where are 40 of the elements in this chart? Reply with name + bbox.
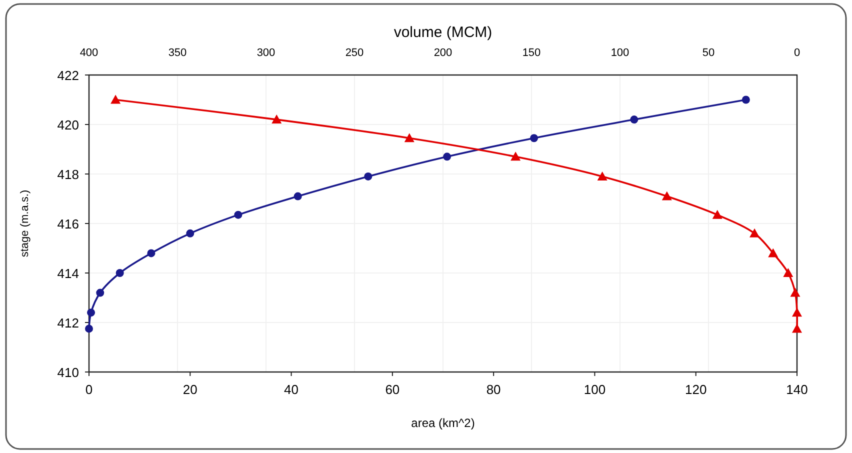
point [234, 210, 242, 219]
x2-tick-label: 400 [80, 47, 98, 59]
x-axis-title: area (km^2) [411, 416, 475, 430]
x-tick-label: 0 [85, 382, 93, 397]
y-tick-label: 420 [57, 118, 79, 132]
x-tick-label: 120 [685, 382, 707, 397]
y-tick-label: 418 [57, 167, 79, 182]
x2-tick-label: 50 [702, 47, 715, 59]
x-tick-label: 80 [486, 382, 501, 397]
y-tick-label: 412 [57, 316, 79, 330]
x2-tick-label: 200 [434, 47, 452, 59]
x2-tick-label: 250 [345, 47, 364, 59]
x2-tick-label: 0 [794, 47, 800, 59]
x-tick-label: 20 [182, 382, 198, 397]
point [364, 172, 372, 180]
point [116, 269, 124, 277]
point [186, 229, 194, 238]
point [294, 192, 302, 200]
point [87, 308, 96, 317]
x2-tick-label: 300 [256, 47, 276, 59]
y-tick-label: 422 [57, 68, 79, 83]
point [96, 288, 104, 297]
x-tick-label: 140 [786, 382, 808, 397]
point [85, 324, 93, 333]
point [443, 152, 452, 161]
y-tick-label: 410 [57, 365, 79, 380]
x2-tick-label: 150 [522, 47, 541, 59]
point [530, 134, 538, 142]
x2-tick-label: 350 [168, 47, 187, 59]
x-tick-label: 60 [385, 382, 400, 397]
y-tick-label: 416 [57, 216, 79, 232]
point [742, 96, 750, 104]
point [630, 116, 638, 124]
x2-tick-label: 100 [610, 47, 630, 59]
y-axis-title: stage (m.a.s.) [19, 190, 31, 258]
x-tick-label: 100 [584, 382, 606, 397]
x-tick-label: 40 [284, 382, 299, 397]
y-tick-label: 414 [57, 266, 79, 281]
point [147, 249, 156, 258]
x2-axis-title: volume (MCM) [394, 24, 492, 41]
